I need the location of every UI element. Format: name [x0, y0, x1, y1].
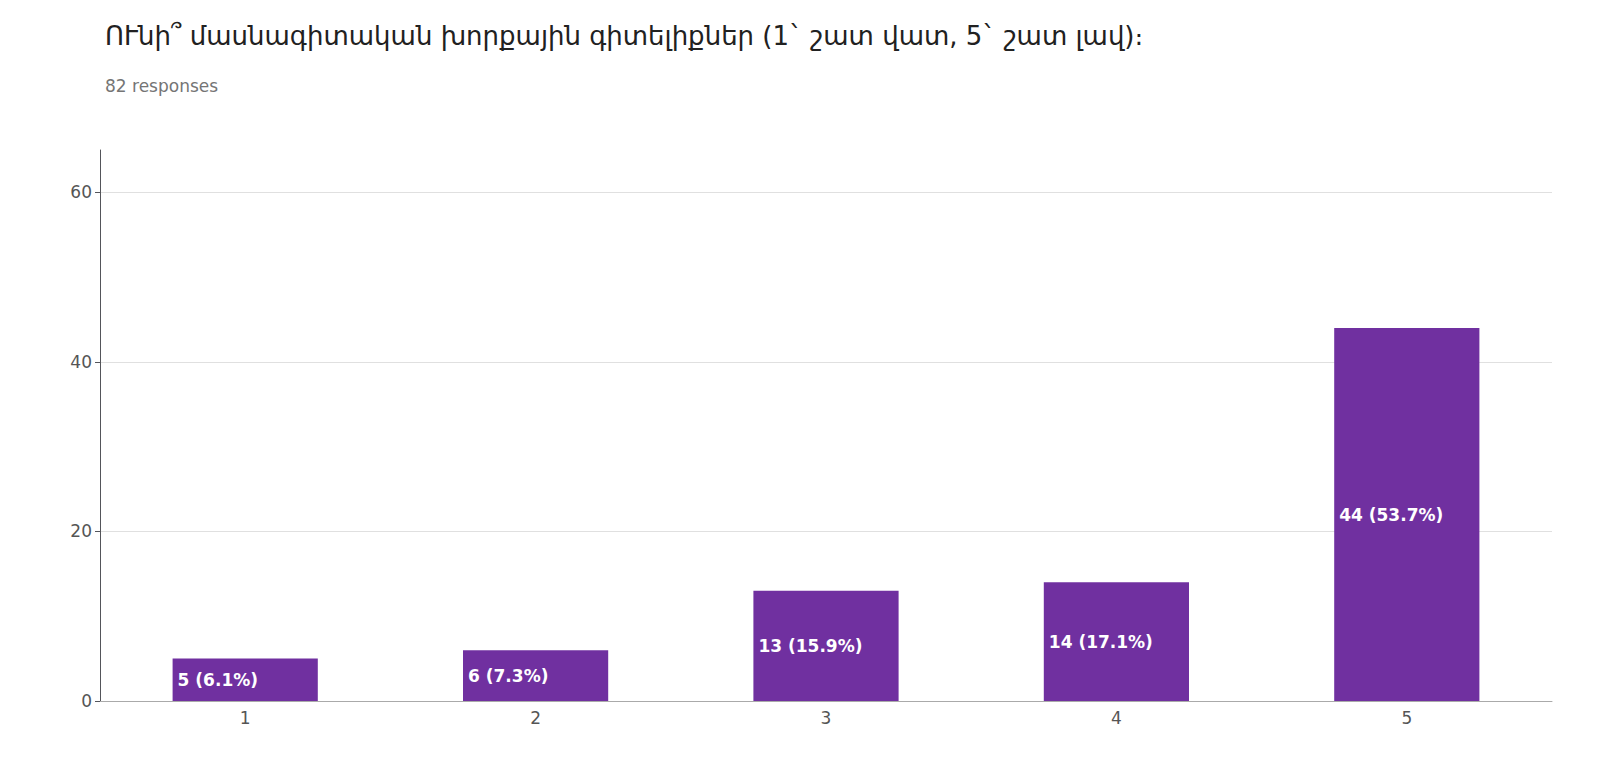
svg-text:40: 40 [70, 352, 92, 372]
svg-text:13 (15.9%): 13 (15.9%) [758, 636, 862, 656]
svg-text:4: 4 [1111, 708, 1122, 728]
svg-text:60: 60 [70, 182, 92, 202]
svg-text:0: 0 [81, 691, 92, 711]
svg-text:44 (53.7%): 44 (53.7%) [1339, 505, 1443, 525]
svg-text:5 (6.1%): 5 (6.1%) [178, 670, 258, 690]
svg-text:6 (7.3%): 6 (7.3%) [468, 666, 548, 686]
svg-text:82 responses: 82 responses [105, 76, 218, 96]
svg-text:1: 1 [240, 708, 251, 728]
svg-text:20: 20 [70, 521, 92, 541]
svg-text:3: 3 [821, 708, 832, 728]
svg-text:5: 5 [1401, 708, 1412, 728]
svg-text:14 (17.1%): 14 (17.1%) [1049, 632, 1153, 652]
svg-text:2: 2 [530, 708, 541, 728]
svg-text:ՈՒնի՞ մասնագիտական խորքային գի: ՈՒնի՞ մասնագիտական խորքային գիտելիքներ (… [105, 21, 1143, 51]
